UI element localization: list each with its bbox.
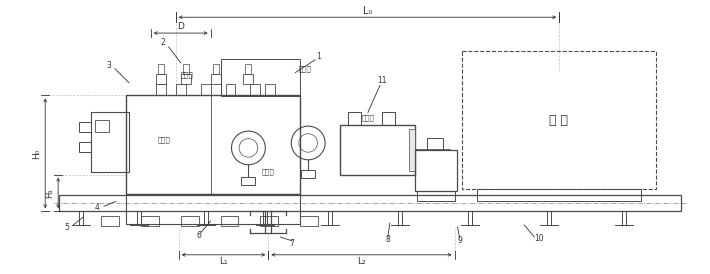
Text: 11: 11	[377, 76, 387, 85]
Bar	[212, 64, 219, 74]
Bar	[141, 216, 159, 226]
Bar	[126, 195, 300, 224]
Text: 有杆腔: 有杆腔	[361, 115, 374, 121]
Bar	[59, 195, 681, 211]
Bar	[101, 216, 119, 226]
Text: 4: 4	[94, 203, 99, 212]
Bar	[175, 84, 186, 95]
Text: 1: 1	[316, 52, 320, 61]
Bar	[211, 74, 221, 84]
Bar	[91, 112, 129, 172]
Bar	[246, 64, 251, 74]
Text: 10: 10	[535, 235, 544, 244]
Bar	[95, 120, 109, 132]
Bar	[415, 150, 457, 192]
Text: 3: 3	[106, 61, 111, 70]
Bar	[155, 84, 165, 95]
Text: 6: 6	[196, 232, 201, 241]
Bar	[79, 142, 91, 152]
Bar	[221, 216, 239, 226]
Bar	[221, 59, 300, 96]
Bar	[241, 177, 256, 184]
Bar	[300, 216, 318, 226]
Text: 2: 2	[160, 38, 165, 47]
Bar	[348, 112, 361, 125]
Bar	[417, 192, 454, 201]
Text: 5: 5	[65, 222, 70, 232]
Text: 9: 9	[457, 236, 462, 246]
Bar	[126, 195, 300, 224]
Text: H₀: H₀	[32, 148, 40, 159]
Bar	[266, 84, 275, 95]
Bar	[476, 189, 641, 201]
Text: H₁: H₁	[45, 188, 54, 198]
Bar	[201, 84, 211, 95]
Bar	[126, 95, 300, 195]
Bar	[427, 138, 442, 150]
Bar	[155, 74, 165, 84]
Text: 8: 8	[386, 235, 391, 244]
Bar	[462, 51, 656, 189]
Bar	[244, 74, 253, 84]
Text: D: D	[178, 22, 184, 31]
Text: L₂: L₂	[357, 257, 366, 266]
Bar	[226, 84, 236, 95]
Text: 接泵站: 接泵站	[299, 65, 312, 72]
Text: L₁: L₁	[219, 257, 228, 266]
Text: 无杆腔: 无杆腔	[262, 168, 275, 175]
Bar	[180, 216, 199, 226]
Bar	[158, 64, 164, 74]
Text: 7: 7	[290, 239, 295, 249]
Bar	[301, 170, 315, 178]
Text: 有杆腔: 有杆腔	[158, 137, 170, 143]
Bar	[382, 112, 395, 125]
Bar	[340, 125, 415, 175]
Text: L₀: L₀	[363, 6, 372, 16]
Text: 无杆腔: 无杆腔	[180, 71, 193, 78]
Bar	[79, 122, 91, 132]
Bar	[409, 129, 415, 171]
Bar	[182, 64, 189, 74]
Bar	[251, 84, 261, 95]
Text: 重 物: 重 物	[550, 114, 568, 127]
Bar	[261, 216, 278, 226]
Bar	[180, 74, 191, 84]
